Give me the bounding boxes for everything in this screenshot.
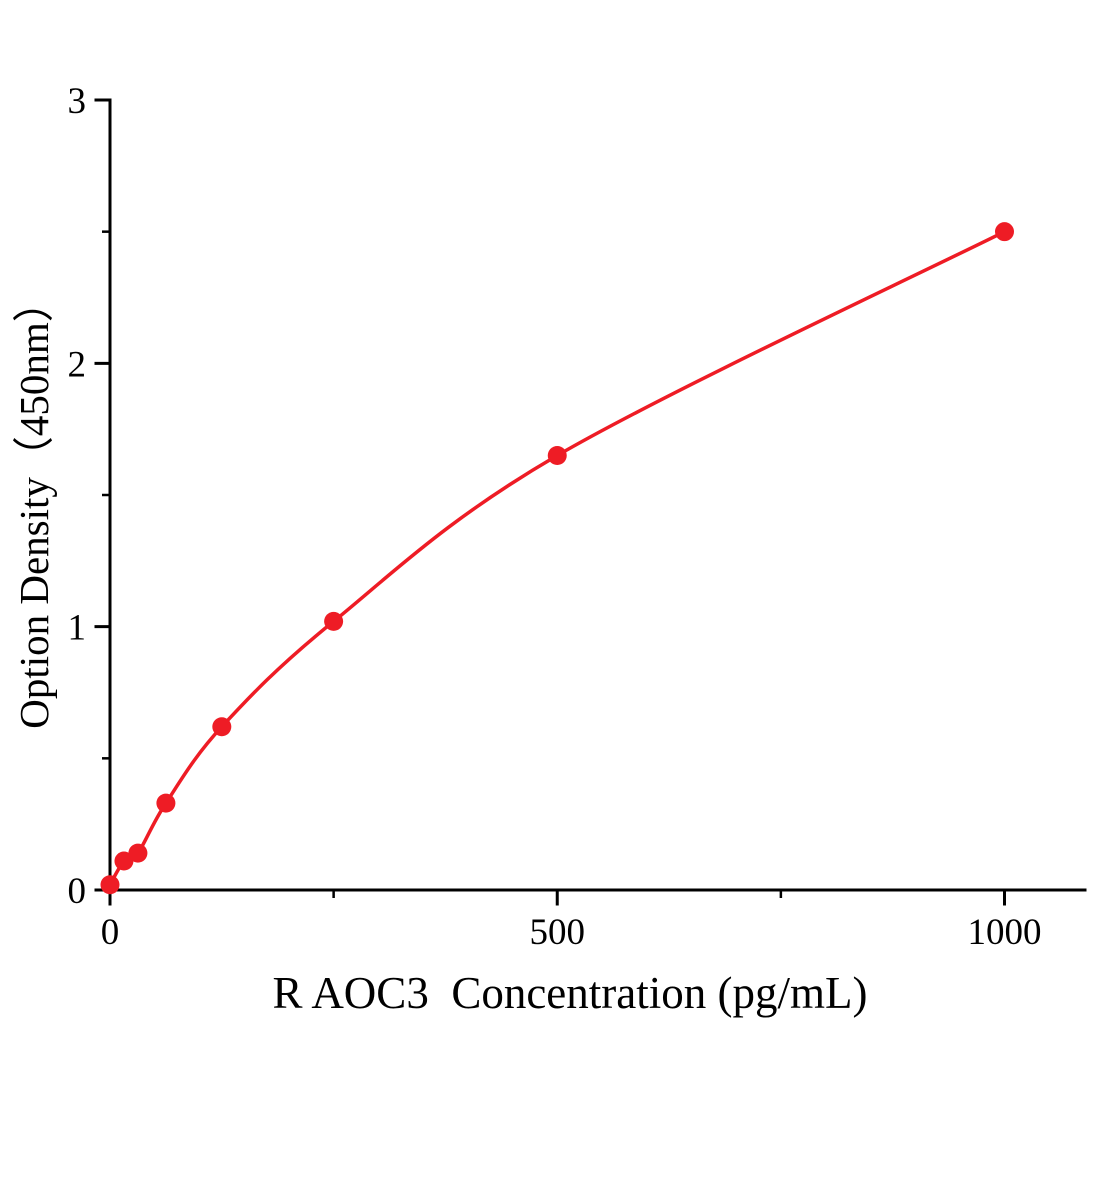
minor-ticks	[102, 230, 783, 898]
x-tick-label: 500	[529, 912, 585, 953]
y-tick-label: 0	[68, 871, 87, 912]
data-point-marker	[994, 222, 1014, 242]
tick-labels: 0 500 1000 0 1 2 3	[68, 81, 1042, 953]
y-axis-title: Option Density（450nm）	[11, 281, 57, 729]
y-tick-label: 3	[68, 81, 87, 122]
x-tick-label: 1000	[967, 912, 1041, 953]
data-points	[100, 222, 1014, 895]
data-point-marker	[156, 793, 176, 813]
axes	[94, 98, 1087, 906]
data-point-marker	[547, 446, 567, 465]
data-point-marker	[128, 843, 148, 863]
x-axis-title: R AOC3 Concentration (pg/mL)	[272, 968, 868, 1018]
data-point-marker	[212, 717, 232, 737]
standard-curve-line	[108, 229, 1007, 887]
data-point-marker	[100, 875, 120, 895]
y-tick-label: 1	[68, 608, 87, 649]
y-tick-label: 2	[68, 344, 87, 385]
data-point-marker	[324, 611, 344, 631]
x-tick-label: 0	[101, 912, 120, 953]
data-point-marker	[114, 851, 134, 871]
